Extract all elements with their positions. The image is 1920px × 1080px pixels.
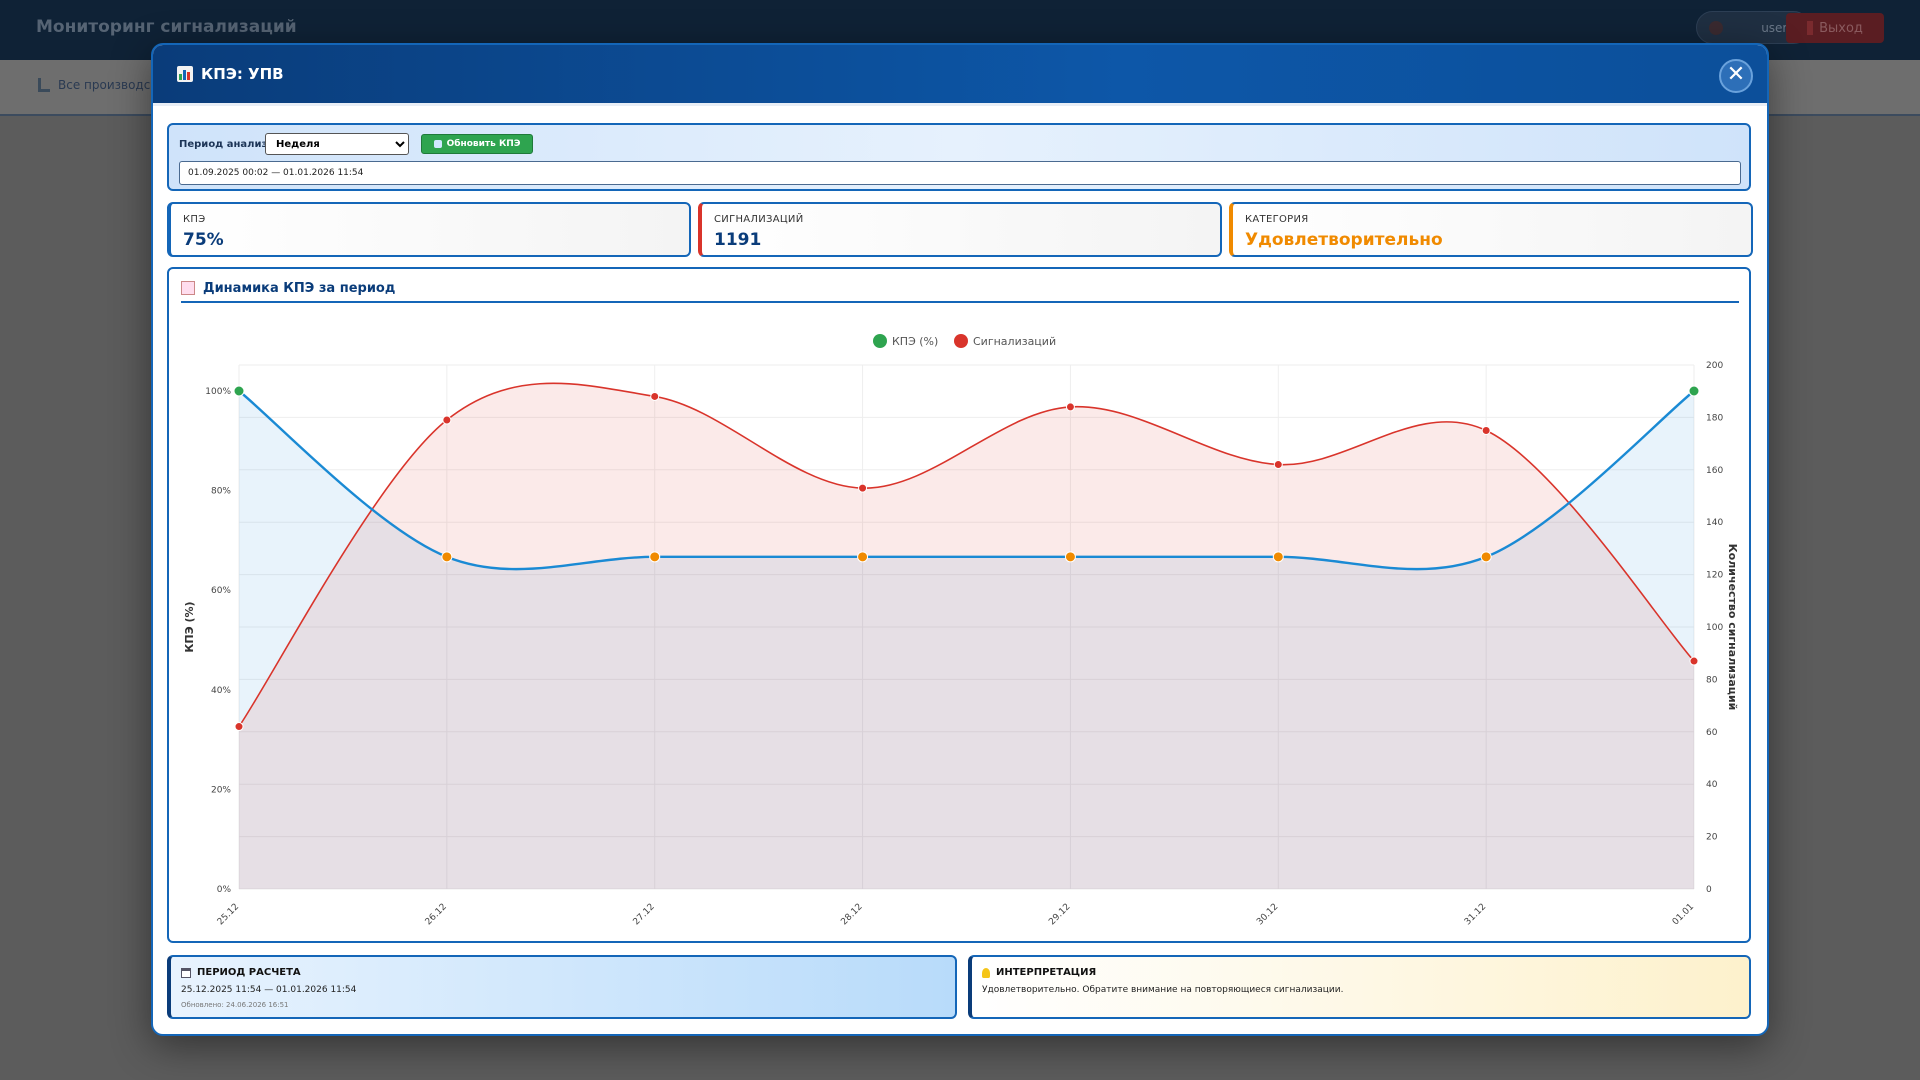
x-tick-label: 01.01 [1671, 902, 1696, 927]
x-tick-label: 31.12 [1463, 902, 1488, 927]
close-icon: ✕ [1726, 62, 1746, 87]
logout-label: Выход [1819, 20, 1863, 36]
x-tick-label: 29.12 [1047, 902, 1072, 927]
y-right-tick-label: 60 [1706, 728, 1718, 738]
kpe-card: КПЭ 75% [167, 202, 691, 257]
interpretation-card: ИНТЕРПРЕТАЦИЯ Удовлетворительно. Обратит… [968, 955, 1751, 1019]
y-left-tick-label: 0% [217, 885, 232, 895]
x-tick-label: 30.12 [1255, 902, 1280, 927]
kpe-line [238, 390, 1695, 571]
y-left-tick-label: 100% [205, 387, 231, 397]
category-label: КАТЕГОРИЯ [1245, 214, 1309, 225]
chart-icon [38, 78, 50, 92]
subnav-item-all-productions[interactable]: Все производс [38, 78, 150, 92]
y-right-tick-label: 120 [1706, 571, 1723, 581]
period-controls: Период анализа: Неделя Обновить КПЭ 01.0… [167, 123, 1751, 191]
y-right-tick-label: 40 [1706, 780, 1718, 790]
trend-chart-icon [181, 281, 195, 295]
category-card: КАТЕГОРИЯ Удовлетворительно [1229, 202, 1753, 257]
calc-period-range: 25.12.2025 11:54 — 01.01.2026 11:54 [181, 985, 357, 995]
refresh-icon [433, 140, 442, 148]
alarms-point [1273, 460, 1283, 470]
y-left-tick-label: 40% [211, 686, 231, 696]
y-right-axis-title: Количество сигнализаций [1726, 544, 1739, 711]
kpe-point [649, 551, 661, 563]
x-tick-label: 27.12 [632, 902, 657, 927]
calendar-icon [181, 967, 191, 978]
refresh-label: Обновить КПЭ [446, 139, 521, 149]
alarms-point [442, 415, 452, 425]
logout-button[interactable]: Выход [1786, 13, 1884, 43]
interpretation-title-row: ИНТЕРПРЕТАЦИЯ [982, 967, 1096, 978]
calc-period-card: ПЕРИОД РАСЧЕТА 25.12.2025 11:54 — 01.01.… [167, 955, 957, 1019]
refresh-kpe-button[interactable]: Обновить КПЭ [421, 134, 533, 154]
modal-header: КПЭ: УПВ ✕ [153, 45, 1767, 106]
legend-label-kpe: КПЭ (%) [892, 335, 938, 348]
x-tick-label: 25.12 [216, 902, 241, 927]
kpe-point [1272, 551, 1284, 563]
alarms-point [234, 722, 244, 732]
kpe-dynamics-chart: 0% 20% 40% 60% 80% 100% 0 20 40 60 80 100 120 140 160 1… [183, 334, 1739, 927]
alarms-point [1065, 402, 1075, 412]
kpe-area [239, 391, 1694, 889]
modal-title-text: КПЭ: УПВ [201, 65, 284, 83]
y-right-tick-label: 140 [1706, 518, 1723, 528]
y-left-tick-label: 20% [211, 785, 231, 795]
y-left-tick-label: 60% [211, 586, 231, 596]
kpe-point [1688, 385, 1700, 397]
alarms-point [858, 483, 868, 493]
door-icon [1807, 21, 1814, 35]
kpe-point [1064, 551, 1076, 563]
legend-swatch-kpe [873, 334, 887, 348]
date-range-field[interactable]: 01.09.2025 00:02 — 01.01.2026 11:54 [179, 161, 1741, 185]
user-icon [1709, 21, 1723, 35]
kpe-point [1480, 551, 1492, 563]
close-button[interactable]: ✕ [1719, 59, 1753, 93]
y-right-tick-label: 80 [1706, 675, 1718, 685]
y-right-tick-label: 0 [1706, 885, 1712, 895]
subnav-item-label: Все производс [58, 78, 151, 92]
bar-chart-icon [177, 66, 193, 82]
alarms-point [1481, 426, 1491, 435]
y-left-tick-label: 80% [211, 487, 231, 497]
app-title: Мониторинг сигнализаций [36, 17, 297, 37]
chart-panel: Динамика КПЭ за период 0% 20% 40% 60% 80% 100… [167, 267, 1751, 943]
y-right-tick-label: 160 [1706, 466, 1723, 476]
updated-timestamp: Обновлено: 24.06.2026 16:51 [181, 1001, 289, 1009]
category-value: Удовлетворительно [1245, 230, 1443, 250]
period-select[interactable]: Неделя [265, 133, 409, 155]
lightbulb-icon [982, 967, 990, 978]
legend-swatch-alarms [954, 334, 968, 348]
kpe-value: 75% [183, 230, 224, 250]
alarms-value: 1191 [714, 230, 762, 250]
alarms-label: СИГНАЛИЗАЦИЙ [714, 214, 804, 225]
alarms-point [650, 391, 660, 401]
legend-label-alarms: Сигнализаций [973, 335, 1056, 348]
interpretation-text: Удовлетворительно. Обратите внимание на … [982, 985, 1344, 995]
y-right-tick-label: 20 [1706, 833, 1718, 843]
kpe-label: КПЭ [183, 214, 206, 225]
y-right-tick-label: 100 [1706, 623, 1723, 633]
kpe-modal: КПЭ: УПВ ✕ Период анализа: Неделя Обнови… [151, 43, 1769, 1036]
kpe-point [441, 551, 453, 563]
y-left-axis-title: КПЭ (%) [183, 601, 196, 652]
kpe-point [233, 385, 245, 397]
alarms-card: СИГНАЛИЗАЦИЙ 1191 [698, 202, 1222, 257]
period-label: Период анализа: [179, 139, 279, 150]
x-tick-label: 26.12 [424, 902, 449, 927]
calc-period-title-row: ПЕРИОД РАСЧЕТА [181, 967, 301, 978]
kpe-point [857, 551, 869, 563]
y-right-tick-label: 180 [1706, 413, 1723, 423]
x-tick-label: 28.12 [839, 902, 864, 927]
alarms-point [1689, 656, 1699, 666]
chart-heading: Динамика КПЭ за период [181, 281, 1739, 303]
y-right-tick-label: 200 [1706, 361, 1723, 371]
alarms-area [239, 383, 1694, 889]
interpretation-title: ИНТЕРПРЕТАЦИЯ [996, 967, 1097, 978]
chart-title: Динамика КПЭ за период [203, 281, 396, 296]
modal-title: КПЭ: УПВ [177, 65, 284, 83]
calc-period-title: ПЕРИОД РАСЧЕТА [197, 967, 301, 978]
